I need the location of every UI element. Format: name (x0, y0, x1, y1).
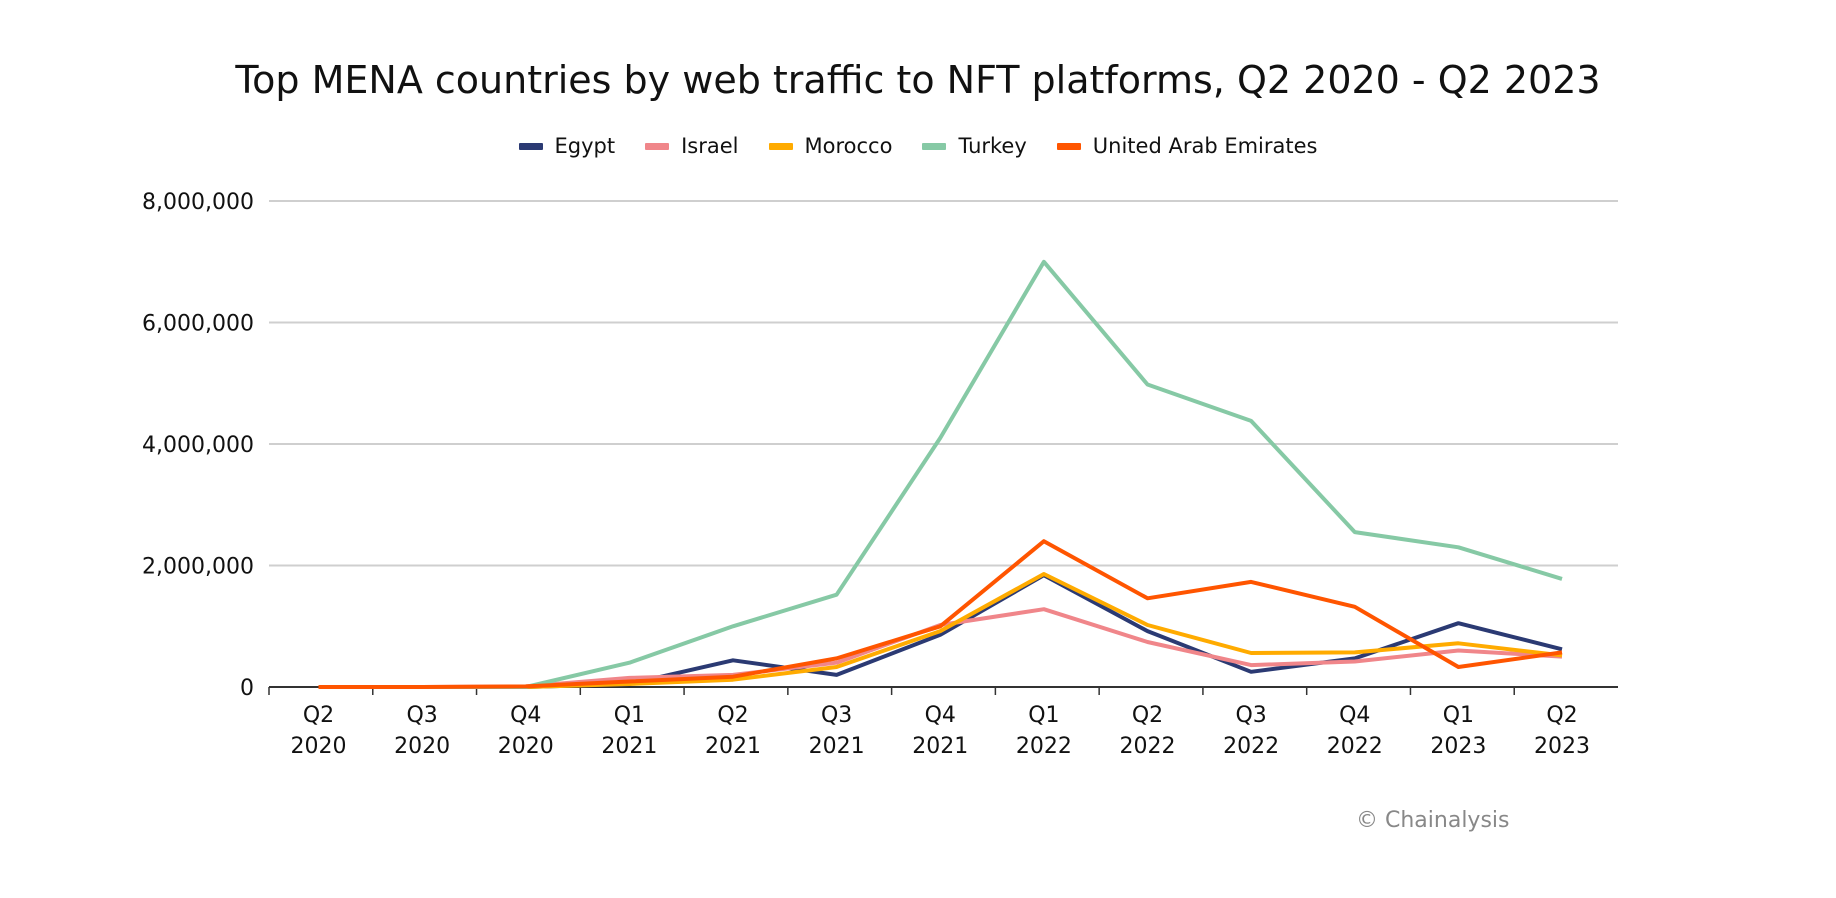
y-tick-label: 8,000,000 (142, 190, 254, 215)
series-line-morocco (318, 572, 1563, 689)
x-tick-label: 2021 (601, 734, 657, 759)
legend-item: Morocco (768, 134, 893, 158)
y-tick-label: 0 (240, 676, 254, 701)
legend-label: Egypt (554, 134, 616, 158)
legend-label: Morocco (804, 134, 893, 158)
x-tick-label: 2020 (291, 734, 347, 759)
legend-swatch (922, 142, 947, 150)
x-tick-label: 2021 (705, 734, 761, 759)
x-tick-label: 2020 (394, 734, 450, 759)
x-tick-label: Q4 (1339, 703, 1370, 728)
x-tick-label: Q3 (406, 703, 437, 728)
x-tick-label: Q3 (1235, 703, 1266, 728)
x-tick-label: 2023 (1430, 734, 1486, 759)
x-tick-label: Q1 (614, 703, 645, 728)
x-tick-label: 2021 (912, 734, 968, 759)
series-line-united-arab-emirates (318, 539, 1563, 689)
x-tick-label: 2022 (1120, 734, 1176, 759)
legend: Egypt Israel Morocco Turkey United Arab Emir… (0, 134, 1836, 158)
legend-item: United Arab Emirates (1056, 134, 1318, 158)
x-tick-label: 2020 (498, 734, 554, 759)
legend-swatch (768, 142, 793, 150)
x-tick-label: Q4 (510, 703, 541, 728)
x-tick-label: Q2 (717, 703, 748, 728)
legend-label: United Arab Emirates (1092, 134, 1318, 158)
x-tick-label: 2022 (1223, 734, 1279, 759)
legend-swatch (518, 142, 543, 150)
x-tick-label: Q3 (821, 703, 852, 728)
legend-swatch (1056, 142, 1081, 150)
x-tick-label: Q1 (1443, 703, 1474, 728)
x-tick-label: Q4 (925, 703, 956, 728)
legend-swatch (645, 142, 670, 150)
x-tick-label: 2021 (809, 734, 865, 759)
x-tick-label: 2023 (1534, 734, 1590, 759)
legend-label: Israel (681, 134, 739, 158)
y-tick-label: 6,000,000 (142, 312, 254, 337)
legend-item: Egypt (518, 134, 616, 158)
y-tick-label: 4,000,000 (142, 433, 254, 458)
x-tick-label: Q2 (303, 703, 334, 728)
x-tick-label: Q1 (1028, 703, 1059, 728)
x-tick-label: Q2 (1546, 703, 1577, 728)
credit-text: © Chainalysis (1356, 808, 1510, 833)
x-tick-label: 2022 (1016, 734, 1072, 759)
chart-title: Top MENA countries by web traffic to NFT… (235, 58, 1601, 102)
x-tick-label: 2022 (1327, 734, 1383, 759)
legend-item: Israel (645, 134, 739, 158)
legend-label: Turkey (958, 134, 1027, 158)
y-tick-label: 2,000,000 (142, 555, 254, 580)
x-tick-label: Q2 (1132, 703, 1163, 728)
legend-item: Turkey (922, 134, 1027, 158)
